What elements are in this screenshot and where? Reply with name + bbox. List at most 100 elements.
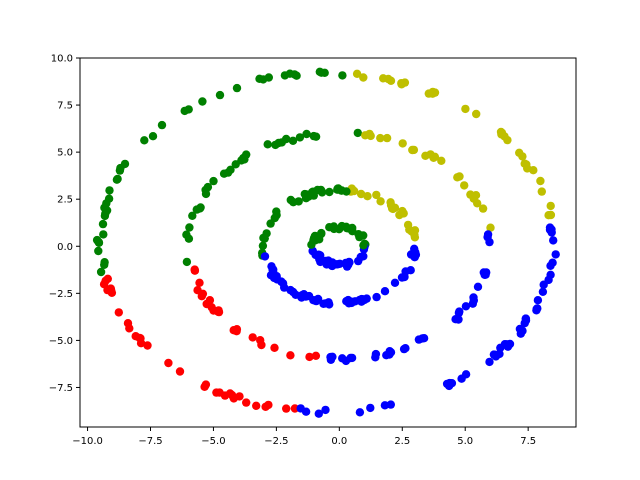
scatter-point: [455, 172, 464, 181]
scatter-point: [372, 190, 381, 200]
scatter-point: [486, 223, 495, 232]
scatter-point: [551, 250, 560, 259]
scatter-point: [489, 350, 499, 359]
scatter-point: [195, 278, 204, 287]
scatter-point: [538, 287, 548, 296]
scatter-point: [545, 225, 555, 234]
scatter-point: [255, 74, 264, 84]
scatter-point: [424, 89, 433, 98]
scatter-point: [198, 289, 208, 298]
scatter-point: [261, 402, 270, 411]
scatter-point: [325, 223, 334, 232]
scatter-point: [359, 241, 368, 250]
scatter-point: [271, 140, 280, 150]
scatter-point: [184, 234, 194, 243]
scatter-point: [536, 176, 545, 186]
scatter-point: [263, 140, 272, 149]
scatter-point: [301, 194, 311, 203]
scatter-point: [320, 68, 329, 78]
scatter-point: [454, 315, 463, 324]
scatter-point: [419, 334, 429, 343]
scatter-point: [355, 295, 364, 305]
scatter-point: [288, 136, 298, 145]
scatter-point: [398, 139, 407, 148]
scatter-point: [123, 319, 133, 328]
scatter-point: [376, 197, 385, 206]
scatter-point: [355, 408, 365, 417]
scatter-point: [296, 404, 305, 413]
scatter-point: [258, 241, 268, 250]
scatter-point: [314, 232, 323, 241]
scatter-point: [532, 306, 541, 315]
scatter-point: [302, 129, 311, 139]
scatter-point: [397, 80, 406, 89]
scatter-point: [114, 308, 124, 317]
scatter-point: [242, 398, 251, 407]
scatter-point: [356, 252, 365, 262]
scatter-point: [437, 156, 446, 165]
scatter-point: [215, 90, 225, 100]
scatter-point: [426, 150, 435, 159]
scatter-point: [353, 128, 362, 138]
scatter-point: [297, 291, 306, 300]
scatter-point: [227, 390, 237, 400]
scatter-point: [259, 233, 268, 243]
scatter-point: [468, 299, 477, 308]
scatter-point: [99, 230, 108, 239]
scatter-point: [136, 339, 146, 348]
scatter-point: [409, 145, 419, 155]
scatter-point: [311, 250, 320, 260]
plot-frame: [79, 57, 577, 428]
scatter-point: [397, 273, 407, 282]
scatter-point: [372, 292, 381, 302]
scatter-point: [549, 236, 558, 245]
scatter-point: [410, 244, 419, 253]
scatter-point: [104, 194, 114, 203]
scatter-point: [248, 333, 257, 342]
scatter-point: [338, 354, 347, 363]
scatter-point: [286, 285, 295, 295]
scatter-point: [376, 133, 385, 143]
scatter-point: [143, 341, 152, 350]
scatter-point: [352, 69, 362, 79]
x-tick-label: 5.0: [457, 436, 473, 447]
scatter-point: [386, 400, 395, 409]
scatter-point: [328, 261, 337, 271]
y-tick-label: −2.5: [49, 289, 73, 300]
scatter-point: [461, 370, 471, 379]
scatter-point: [201, 380, 211, 389]
scatter-point: [344, 224, 353, 233]
scatter-points: [92, 67, 560, 418]
scatter-point: [321, 299, 330, 308]
scatter-point: [192, 205, 201, 214]
scatter-point: [356, 189, 366, 199]
scatter-point: [232, 327, 241, 336]
scatter-point: [321, 405, 330, 415]
scatter-point: [461, 302, 471, 311]
x-tick-label: −2.5: [264, 436, 288, 447]
scatter-point: [533, 296, 543, 305]
scatter-point: [198, 97, 207, 106]
scatter-point: [328, 352, 337, 361]
scatter-point: [285, 69, 295, 78]
scatter-point: [546, 210, 556, 220]
scatter-point: [212, 388, 221, 397]
scatter-point: [209, 176, 218, 186]
scatter-point: [546, 201, 555, 211]
scatter-point: [355, 232, 364, 242]
scatter-point: [157, 120, 167, 130]
scatter-point: [305, 352, 314, 362]
scatter-point: [280, 283, 289, 292]
scatter-point: [94, 238, 104, 247]
scatter-point: [98, 219, 108, 229]
y-tick-label: 0.0: [57, 242, 73, 253]
scatter-point: [231, 160, 240, 169]
scatter-point: [359, 73, 368, 82]
y-tick-label: −5.0: [49, 336, 73, 347]
scatter-point: [314, 409, 323, 418]
scatter-point: [113, 174, 122, 184]
x-axis-ticks: −10.0 −7.5 −5.0 −2.5 0.0 2.5 5.0 7.5: [72, 427, 536, 447]
scatter-point: [214, 307, 224, 317]
scatter-point: [390, 278, 400, 287]
